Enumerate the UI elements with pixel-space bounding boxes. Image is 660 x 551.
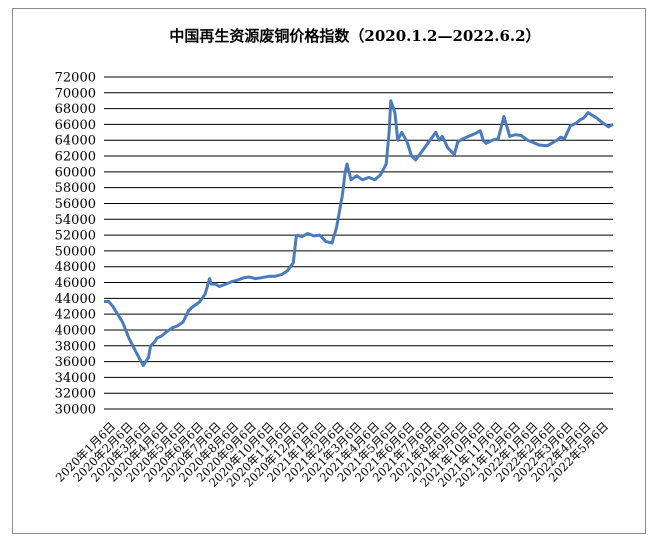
y-tick-label: 38000 bbox=[55, 339, 96, 354]
y-tick-label: 46000 bbox=[55, 276, 96, 291]
y-tick-label: 52000 bbox=[55, 229, 96, 244]
y-tick-label: 34000 bbox=[55, 371, 96, 386]
y-tick-label: 40000 bbox=[55, 323, 96, 338]
y-tick-label: 50000 bbox=[55, 244, 96, 259]
gridlines bbox=[104, 76, 613, 410]
x-axis-ticks: 2020年1月6日2020年2月6日2020年3月6日2020年4月6日2020… bbox=[53, 419, 611, 490]
y-tick-label: 42000 bbox=[55, 308, 96, 323]
y-tick-label: 64000 bbox=[55, 134, 96, 149]
y-tick-label: 70000 bbox=[55, 86, 96, 101]
line-chart: 中国再生资源废铜价格指数（2020.1.2—2022.6.2） 30000320… bbox=[53, 27, 614, 490]
series-layer bbox=[104, 99, 614, 367]
y-tick-label: 30000 bbox=[55, 403, 96, 418]
y-tick-label: 60000 bbox=[55, 165, 96, 180]
y-tick-label: 48000 bbox=[55, 260, 96, 275]
y-tick-label: 32000 bbox=[55, 387, 96, 402]
y-tick-label: 72000 bbox=[55, 71, 96, 86]
chart-frame: 中国再生资源废铜价格指数（2020.1.2—2022.6.2） 30000 320… bbox=[12, 8, 646, 534]
series-line bbox=[104, 99, 614, 367]
y-tick-label: 62000 bbox=[55, 150, 96, 165]
y-tick-label: 54000 bbox=[55, 213, 96, 228]
y-tick-label: 36000 bbox=[55, 355, 96, 370]
y-tick-label: 44000 bbox=[55, 292, 96, 307]
y-tick-label: 68000 bbox=[55, 102, 96, 117]
y-tick-label: 56000 bbox=[55, 197, 96, 212]
y-axis-ticks: 3000032000340003600038000400004200044000… bbox=[55, 71, 96, 418]
y-tick-label: 66000 bbox=[55, 118, 96, 133]
y-tick-label: 58000 bbox=[55, 181, 96, 196]
chart-title: 中国再生资源废铜价格指数（2020.1.2—2022.6.2） bbox=[169, 27, 540, 45]
